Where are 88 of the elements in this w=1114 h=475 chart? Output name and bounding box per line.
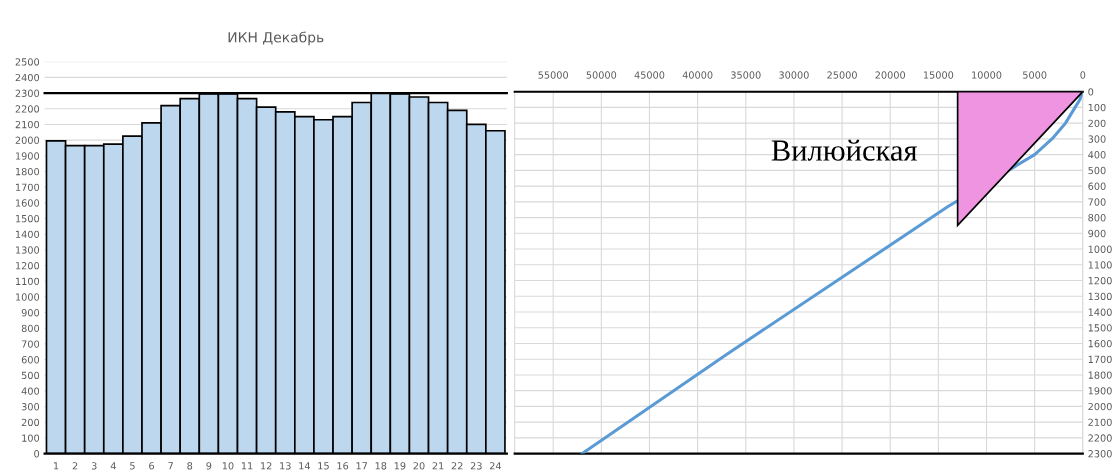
x-tick-label: 17 bbox=[356, 462, 368, 470]
x-tick-label: 11 bbox=[241, 462, 253, 470]
x-tick-label: 10000 bbox=[972, 71, 1002, 79]
x-tick-label: 7 bbox=[168, 462, 173, 470]
x-tick-label: 10 bbox=[222, 462, 234, 470]
chart-title: ИКН Декабрь bbox=[228, 31, 324, 46]
x-tick-label: 14 bbox=[299, 462, 311, 470]
x-tick-label: 18 bbox=[375, 462, 387, 470]
x-tick-label: 40000 bbox=[682, 71, 713, 79]
y-tick-label: 1100 bbox=[1088, 261, 1112, 269]
y-tick-label: 1400 bbox=[1088, 308, 1112, 316]
annotation: Вилюйская bbox=[771, 139, 917, 161]
y-tick-label: 1800 bbox=[1088, 371, 1112, 379]
x-tick-label: 25000 bbox=[827, 71, 857, 79]
y-tick-label: 1800 bbox=[16, 167, 40, 176]
y-tick-label: 400 bbox=[21, 387, 40, 395]
x-tick-label: 45000 bbox=[634, 71, 665, 79]
y-tick-label: 300 bbox=[21, 403, 40, 411]
y-tick-label: 0 bbox=[34, 450, 40, 458]
x-tick-label: 24 bbox=[489, 462, 502, 470]
y-tick-label: 200 bbox=[21, 418, 40, 427]
x-tick-label: 15000 bbox=[923, 71, 954, 79]
y-tick-label: 900 bbox=[1088, 229, 1106, 238]
y-tick-label: 1000 bbox=[16, 293, 40, 301]
x-tick-label: 2 bbox=[72, 462, 78, 470]
y-tick-label: 1900 bbox=[1088, 387, 1112, 395]
y-tick-label: 1200 bbox=[1088, 277, 1112, 285]
y-tick-label: 300 bbox=[1088, 135, 1106, 143]
x-tick-label: 6 bbox=[149, 462, 155, 470]
y-tick-label: 2000 bbox=[15, 136, 40, 144]
y-tick-label: 800 bbox=[21, 324, 40, 333]
y-tick-label: 1600 bbox=[16, 199, 40, 207]
x-tick-label: 20000 bbox=[875, 71, 906, 79]
x-tick-label: 12 bbox=[261, 462, 272, 470]
y-tick-label: 1000 bbox=[1088, 245, 1112, 253]
x-tick-label: 23 bbox=[470, 462, 482, 470]
x-tick-label: 15 bbox=[318, 462, 329, 470]
x-tick-label: 22 bbox=[451, 462, 463, 470]
y-tick-label: 500 bbox=[1088, 166, 1106, 175]
x-tick-label: 50000 bbox=[586, 71, 617, 79]
x-tick-label: 8 bbox=[187, 462, 193, 470]
x-tick-label: 20 bbox=[413, 462, 425, 470]
y-tick-label: 1700 bbox=[1088, 355, 1112, 364]
y-tick-label: 1400 bbox=[16, 230, 40, 239]
y-tick-label: 2300 bbox=[1088, 450, 1112, 458]
x-tick-label: 19 bbox=[394, 462, 406, 470]
x-tick-label: 30000 bbox=[779, 71, 809, 79]
x-tick-label: 55000 bbox=[538, 71, 568, 79]
y-tick-label: 2300 bbox=[15, 89, 40, 97]
y-tick-label: 1200 bbox=[16, 262, 40, 270]
x-tick-label: 13 bbox=[280, 462, 291, 470]
y-tick-label: 2100 bbox=[15, 120, 40, 129]
y-tick-label: 1100 bbox=[16, 277, 40, 286]
x-tick-label: 5 bbox=[130, 462, 135, 470]
y-tick-label: 1500 bbox=[1088, 324, 1112, 332]
y-tick-label: 200 bbox=[1088, 119, 1106, 127]
y-tick-label: 2000 bbox=[1088, 402, 1112, 411]
x-tick-label: 16 bbox=[337, 462, 349, 470]
y-tick-label: 2400 bbox=[15, 73, 40, 82]
y-tick-label: 900 bbox=[21, 309, 40, 317]
y-tick-label: 2200 bbox=[1088, 434, 1112, 442]
y-tick-label: 500 bbox=[21, 371, 40, 380]
x-tick-label: 35000 bbox=[731, 71, 761, 79]
y-tick-label: 100 bbox=[1088, 103, 1106, 112]
x-tick-label: 9 bbox=[206, 462, 212, 470]
y-tick-label: 700 bbox=[1088, 198, 1106, 206]
x-tick-label: 3 bbox=[91, 462, 97, 470]
y-tick-label: 800 bbox=[1088, 214, 1106, 222]
y-tick-label: 600 bbox=[21, 356, 40, 364]
y-tick-label: 2500 bbox=[15, 58, 40, 66]
y-tick-label: 1700 bbox=[16, 183, 40, 191]
y-tick-label: 600 bbox=[1088, 182, 1106, 190]
x-tick-label: 4 bbox=[110, 462, 116, 470]
y-tick-label: 400 bbox=[1088, 151, 1106, 159]
y-tick-label: 2100 bbox=[1088, 418, 1112, 426]
y-tick-label: 700 bbox=[21, 340, 40, 348]
y-tick-label: 100 bbox=[22, 434, 40, 442]
y-tick-label: 0 bbox=[1088, 88, 1094, 96]
y-tick-label: 1300 bbox=[16, 246, 40, 254]
x-tick-label: 0 bbox=[1080, 71, 1086, 79]
y-tick-label: 2200 bbox=[15, 105, 40, 113]
x-tick-label: 5000 bbox=[1023, 71, 1047, 79]
y-tick-label: 1600 bbox=[1088, 339, 1112, 348]
x-tick-label: 21 bbox=[432, 462, 444, 470]
y-tick-label: 1500 bbox=[16, 214, 40, 223]
x-tick-label: 1 bbox=[54, 462, 59, 470]
y-tick-label: 1900 bbox=[16, 152, 40, 160]
y-tick-label: 1300 bbox=[1088, 292, 1112, 301]
